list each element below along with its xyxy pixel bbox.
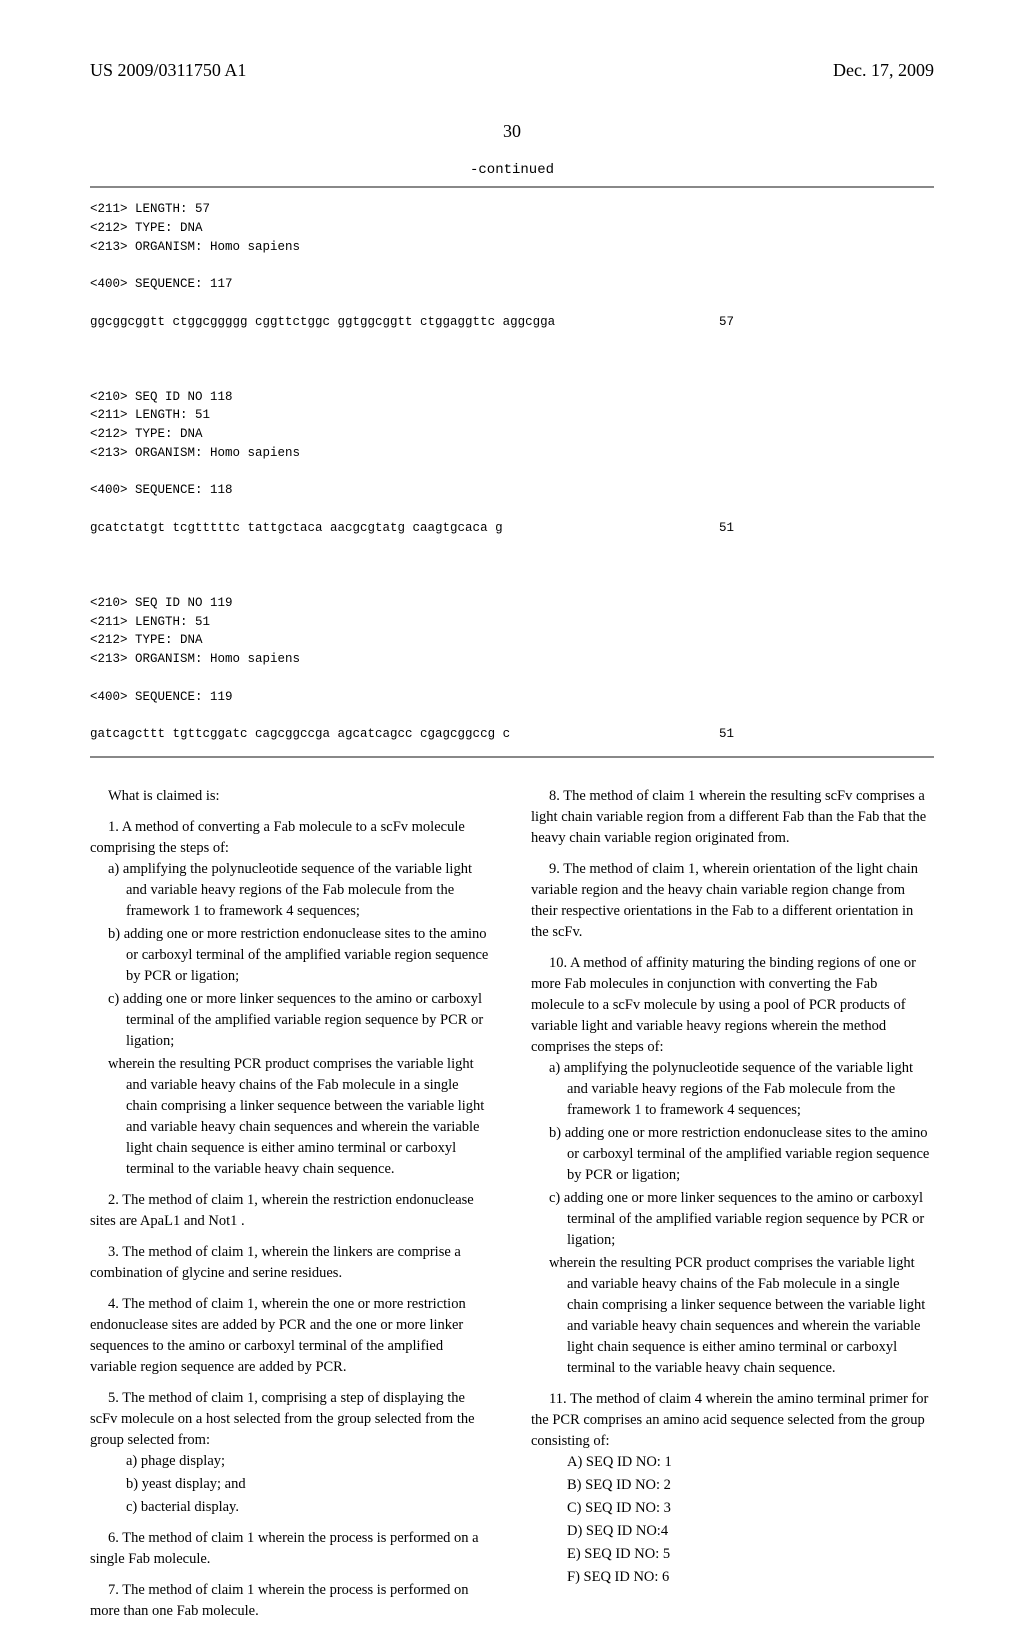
claim-sub: wherein the resulting PCR product compri… [90,1054,493,1180]
seq-pos: 51 [719,725,734,744]
claim-sub: wherein the resulting PCR product compri… [531,1253,934,1379]
claim-sub: F) SEQ ID NO: 6 [531,1567,934,1588]
claim-8: 8. The method of claim 1 wherein the res… [531,786,934,849]
claim-text: 10. A method of affinity maturing the bi… [531,953,934,1058]
claims-columns: What is claimed is: 1. A method of conve… [90,786,934,1632]
claim-text: 11. The method of claim 4 wherein the am… [531,1389,934,1452]
claim-sub: b) adding one or more restriction endonu… [531,1123,934,1186]
claim-sub: c) bacterial display. [90,1497,493,1518]
claim-3: 3. The method of claim 1, wherein the li… [90,1242,493,1284]
continued-label: -continued [90,162,934,178]
page-header: US 2009/0311750 A1 Dec. 17, 2009 [90,60,934,81]
seq-meta: <400> SEQUENCE: 118 [90,483,233,497]
claims-intro: What is claimed is: [90,786,493,807]
seq-meta: <210> SEQ ID NO 119 [90,596,233,610]
claim-9: 9. The method of claim 1, wherein orient… [531,859,934,943]
seq-meta: <400> SEQUENCE: 119 [90,690,233,704]
seq-meta: <212> TYPE: DNA [90,221,203,235]
claim-sub: D) SEQ ID NO:4 [531,1521,934,1542]
claim-sub: b) yeast display; and [90,1474,493,1495]
claim-6: 6. The method of claim 1 wherein the pro… [90,1528,493,1570]
page-number: 30 [90,121,934,142]
claim-11: 11. The method of claim 4 wherein the am… [531,1389,934,1588]
seq-meta: <210> SEQ ID NO 118 [90,390,233,404]
seq-data: ggcggcggtt ctggcggggg cggttctggc ggtggcg… [90,313,555,332]
seq-data: gatcagcttt tgttcggatc cagcggccga agcatca… [90,725,510,744]
seq-meta: <212> TYPE: DNA [90,633,203,647]
claim-sub: c) adding one or more linker sequences t… [531,1188,934,1251]
seq-meta: <213> ORGANISM: Homo sapiens [90,652,300,666]
seq-meta: <400> SEQUENCE: 117 [90,277,233,291]
claim-sub: A) SEQ ID NO: 1 [531,1452,934,1473]
seq-meta: <213> ORGANISM: Homo sapiens [90,446,300,460]
seq-meta: <211> LENGTH: 51 [90,408,210,422]
right-column: 8. The method of claim 1 wherein the res… [531,786,934,1632]
claim-sub: a) amplifying the polynucleotide sequenc… [531,1058,934,1121]
seq-meta: <211> LENGTH: 51 [90,615,210,629]
claim-2: 2. The method of claim 1, wherein the re… [90,1190,493,1232]
seq-line: gatcagcttt tgttcggatc cagcggccga agcatca… [90,725,934,744]
claim-text: 5. The method of claim 1, comprising a s… [90,1388,493,1451]
claim-sub: c) adding one or more linker sequences t… [90,989,493,1052]
claim-text: 1. A method of converting a Fab molecule… [90,817,493,859]
sequence-block: <211> LENGTH: 57 <212> TYPE: DNA <213> O… [90,186,934,758]
seq-meta: <212> TYPE: DNA [90,427,203,441]
patent-date: Dec. 17, 2009 [833,60,934,81]
seq-pos: 57 [719,313,734,332]
claim-10: 10. A method of affinity maturing the bi… [531,953,934,1379]
claim-7: 7. The method of claim 1 wherein the pro… [90,1580,493,1622]
seq-meta: <213> ORGANISM: Homo sapiens [90,240,300,254]
claim-sub: C) SEQ ID NO: 3 [531,1498,934,1519]
claim-sub: a) phage display; [90,1451,493,1472]
claim-sub: B) SEQ ID NO: 2 [531,1475,934,1496]
seq-meta: <211> LENGTH: 57 [90,202,210,216]
claim-5: 5. The method of claim 1, comprising a s… [90,1388,493,1518]
seq-line: gcatctatgt tcgtttttc tattgctaca aacgcgta… [90,519,934,538]
seq-data: gcatctatgt tcgtttttc tattgctaca aacgcgta… [90,519,503,538]
patent-number: US 2009/0311750 A1 [90,60,246,81]
claim-sub: E) SEQ ID NO: 5 [531,1544,934,1565]
seq-pos: 51 [719,519,734,538]
claim-1: 1. A method of converting a Fab molecule… [90,817,493,1180]
claim-sub: a) amplifying the polynucleotide sequenc… [90,859,493,922]
seq-line: ggcggcggtt ctggcggggg cggttctggc ggtggcg… [90,313,934,332]
left-column: What is claimed is: 1. A method of conve… [90,786,493,1632]
claim-sub: b) adding one or more restriction endonu… [90,924,493,987]
claim-4: 4. The method of claim 1, wherein the on… [90,1294,493,1378]
